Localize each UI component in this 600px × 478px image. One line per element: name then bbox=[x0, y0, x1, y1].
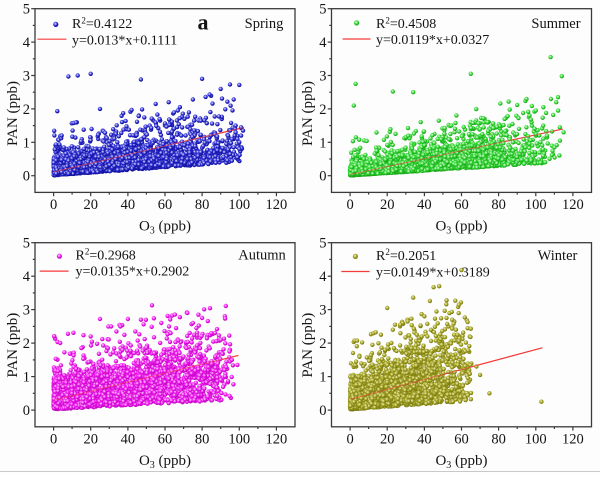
svg-text:80: 80 bbox=[195, 197, 210, 213]
svg-text:4: 4 bbox=[23, 35, 31, 51]
svg-text:Spring: Spring bbox=[245, 16, 284, 32]
svg-text:3: 3 bbox=[23, 69, 30, 85]
svg-text:a: a bbox=[198, 10, 209, 35]
svg-text:1: 1 bbox=[23, 135, 30, 151]
svg-text:0: 0 bbox=[50, 197, 57, 213]
svg-text:PAN (ppb): PAN (ppb) bbox=[5, 81, 21, 146]
svg-text:2: 2 bbox=[23, 102, 30, 118]
svg-text:0: 0 bbox=[23, 169, 30, 185]
svg-text:40: 40 bbox=[121, 197, 136, 213]
svg-text:60: 60 bbox=[158, 197, 173, 213]
svg-text:20: 20 bbox=[83, 197, 98, 213]
svg-text:100: 100 bbox=[228, 197, 250, 213]
svg-text:R2=0.4122: R2=0.4122 bbox=[72, 16, 132, 33]
svg-text:120: 120 bbox=[266, 197, 288, 213]
svg-text:O3 (ppb): O3 (ppb) bbox=[139, 218, 191, 236]
svg-text:y=0.013*x+0.1111: y=0.013*x+0.1111 bbox=[72, 34, 177, 49]
svg-text:5: 5 bbox=[23, 2, 30, 18]
